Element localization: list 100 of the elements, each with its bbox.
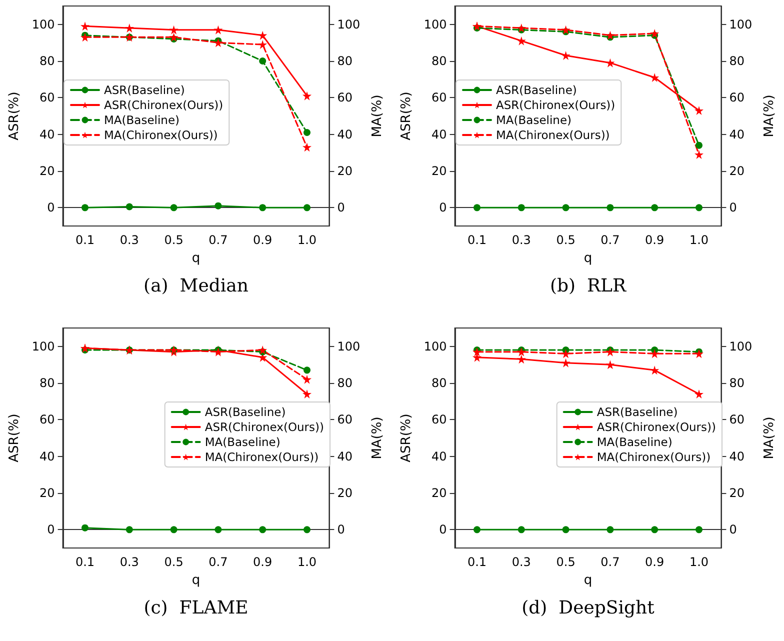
point [258, 30, 268, 40]
point [606, 526, 614, 534]
y2-tick-label: 40 [729, 449, 744, 464]
y-tick-label: 40 [432, 449, 447, 464]
point [126, 526, 133, 534]
legend-label: ASR(Chironex(Ours)) [596, 420, 716, 434]
y2-axis-title: MA(%) [370, 94, 385, 138]
y-tick-label: 40 [40, 127, 55, 142]
x-tick-label: 0.3 [120, 233, 139, 247]
point [516, 36, 526, 46]
point [214, 25, 223, 34]
y2-tick-label: 80 [337, 376, 352, 390]
x-tick-label: 1.0 [689, 555, 709, 569]
y2-tick-label: 0 [337, 200, 345, 215]
point [651, 526, 658, 534]
y2-tick-label: 0 [729, 522, 737, 537]
y2-tick-label: 100 [337, 17, 360, 32]
point [170, 204, 178, 212]
y-tick-label: 80 [432, 54, 447, 68]
y2-tick-label: 100 [729, 17, 752, 32]
legend-label: ASR(Baseline) [204, 405, 286, 419]
y2-tick-label: 80 [729, 54, 744, 68]
point [696, 142, 702, 149]
point [474, 204, 481, 212]
x-tick-label: 0.3 [512, 233, 531, 247]
x-tick-label: 0.7 [208, 555, 228, 569]
y2-tick-label: 60 [729, 90, 744, 105]
y2-tick-label: 0 [729, 200, 737, 215]
legend-label: MA(Chironex(Ours)) [496, 128, 610, 142]
point [258, 346, 268, 354]
legend-label: MA(Baseline) [104, 113, 180, 127]
point [170, 526, 178, 534]
y2-tick-label: 40 [337, 127, 352, 142]
point [516, 354, 526, 364]
y-tick-label: 60 [432, 412, 447, 427]
x-tick-label: 0.7 [600, 233, 620, 247]
y-tick-label: 60 [432, 90, 447, 105]
point [694, 106, 704, 115]
point [562, 204, 570, 212]
y2-tick-label: 40 [729, 127, 744, 142]
x-tick-label: 0.5 [164, 555, 184, 569]
point [562, 526, 570, 534]
y-tick-label: 80 [432, 376, 447, 390]
point [561, 25, 570, 34]
legend-label: MA(Baseline) [496, 113, 572, 127]
legend-label: ASR(Baseline) [104, 83, 185, 97]
x-axis-title: q [192, 573, 200, 588]
y-tick-label: 100 [424, 17, 447, 32]
legend-label: ASR(Chironex(Ours)) [104, 98, 224, 112]
y-axis-title: ASR(%) [399, 414, 414, 462]
point [651, 204, 658, 212]
point [650, 73, 660, 82]
legend-label: MA(Baseline) [204, 435, 280, 449]
x-tick-label: 0.9 [253, 555, 272, 569]
x-axis-title: q [192, 251, 200, 266]
point [304, 204, 310, 212]
point [259, 58, 266, 64]
legend-label: ASR(Baseline) [496, 83, 577, 97]
y-tick-label: 20 [40, 486, 55, 500]
legend-label: MA(Baseline) [596, 435, 672, 449]
x-tick-label: 0.1 [467, 233, 487, 247]
x-tick-label: 0.5 [556, 233, 576, 247]
y-axis-title: ASR(%) [7, 92, 22, 140]
x-tick-label: 0.9 [645, 555, 664, 569]
point [124, 24, 134, 32]
point [302, 91, 312, 100]
y2-tick-label: 40 [337, 449, 352, 464]
legend-label: ASR(Baseline) [596, 405, 678, 419]
point [214, 347, 223, 356]
x-tick-label: 0.7 [600, 555, 620, 569]
point [304, 526, 310, 534]
y2-tick-label: 20 [337, 164, 352, 178]
y-tick-label: 100 [424, 339, 447, 354]
point [302, 390, 312, 398]
point [259, 526, 266, 534]
y-tick-label: 0 [439, 522, 447, 537]
point [304, 366, 310, 374]
x-tick-label: 0.7 [208, 233, 228, 247]
point [518, 526, 525, 534]
x-tick-label: 0.1 [75, 233, 95, 247]
point [82, 524, 89, 532]
x-tick-label: 0.9 [645, 233, 664, 247]
point [561, 51, 570, 60]
point [82, 204, 89, 212]
y2-tick-label: 20 [729, 164, 744, 178]
point [304, 129, 310, 136]
point [80, 22, 90, 31]
y-axis-title: ASR(%) [399, 92, 414, 140]
x-tick-label: 0.5 [556, 555, 576, 569]
y2-tick-label: 60 [337, 90, 352, 105]
y2-tick-label: 20 [337, 486, 352, 500]
legend-label: ASR(Chironex(Ours)) [496, 98, 616, 112]
point [694, 390, 704, 398]
y2-tick-label: 100 [729, 339, 752, 354]
point [214, 38, 223, 48]
point [606, 360, 615, 370]
point [302, 142, 312, 152]
point [561, 358, 570, 368]
y2-tick-label: 60 [337, 412, 352, 427]
y-tick-label: 20 [432, 486, 447, 500]
